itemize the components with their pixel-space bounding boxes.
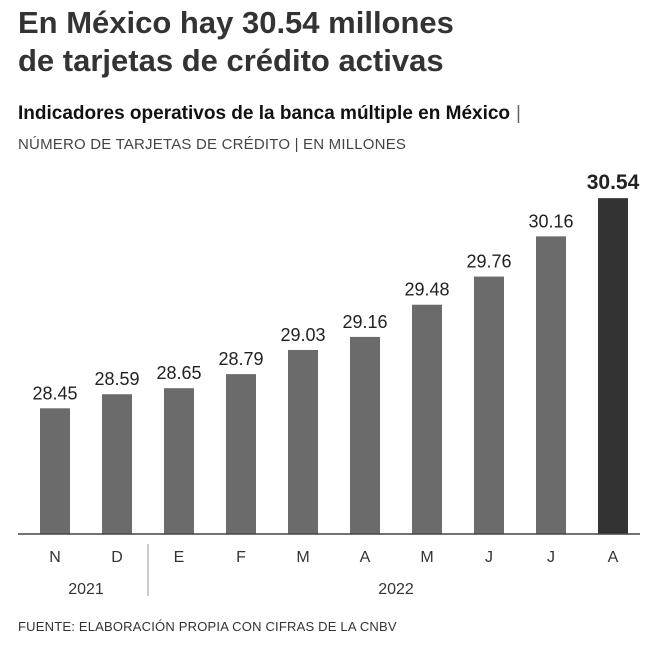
- headline-line-1: En México hay 30.54 millones: [18, 5, 454, 40]
- chart-units: NÚMERO DE TARJETAS DE CRÉDITO | EN MILLO…: [18, 136, 407, 153]
- value-label-6: 29.48: [404, 280, 449, 300]
- bar-1: [102, 394, 132, 534]
- year-label-0: 2021: [68, 581, 104, 598]
- x-tick-label-5: A: [360, 549, 371, 566]
- x-tick-label-8: J: [547, 549, 555, 566]
- x-tick-label-0: N: [49, 549, 61, 566]
- x-tick-label-6: M: [420, 549, 433, 566]
- x-tick-label-4: M: [296, 549, 309, 566]
- x-tick-label-1: D: [111, 549, 123, 566]
- value-label-2: 28.65: [156, 363, 201, 383]
- bar-4: [288, 349, 318, 534]
- source-note: FUENTE: ELABORACIÓN PROPIA CON CIFRAS DE…: [18, 619, 397, 634]
- bar-5: [350, 336, 380, 534]
- value-label-5: 29.16: [342, 312, 387, 332]
- value-label-9: 30.54: [587, 171, 640, 194]
- headline-line-2: de tarjetas de crédito activas: [18, 43, 444, 78]
- bar-9: [598, 198, 628, 534]
- value-label-1: 28.59: [94, 369, 139, 389]
- x-tick-label-3: F: [236, 549, 246, 566]
- bar-8: [536, 236, 566, 534]
- subtitle-separator: |: [516, 103, 521, 124]
- x-tick-label-7: J: [485, 549, 493, 566]
- value-label-4: 29.03: [280, 325, 325, 345]
- bar-6: [412, 304, 442, 534]
- bar-2: [164, 388, 194, 534]
- x-tick-label-2: E: [174, 549, 185, 566]
- value-label-7: 29.76: [466, 252, 511, 272]
- bar-3: [226, 374, 256, 534]
- value-label-0: 28.45: [32, 383, 77, 403]
- value-label-8: 30.16: [528, 211, 573, 231]
- year-label-1: 2022: [378, 581, 414, 598]
- value-label-3: 28.79: [218, 349, 263, 369]
- headline: En México hay 30.54 millones de tarjetas…: [18, 4, 648, 80]
- bar-7: [474, 276, 504, 534]
- subtitle-main: Indicadores operativos de la banca múlti…: [18, 103, 511, 124]
- x-tick-label-9: A: [608, 549, 619, 566]
- chart-subtitle: Indicadores operativos de la banca múlti…: [18, 103, 521, 125]
- bar-0: [40, 408, 70, 534]
